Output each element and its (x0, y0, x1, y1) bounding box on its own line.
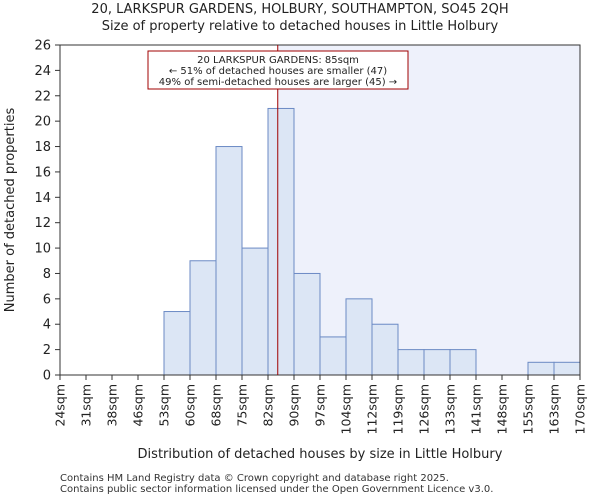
x-tick-label: 112sqm (365, 384, 380, 434)
y-tick-label: 2 (43, 343, 51, 358)
x-tick-label: 53sqm (157, 384, 172, 427)
bar-82sqm (267, 107, 295, 376)
x-tick-label: 97sqm (313, 384, 328, 427)
y-tick-label: 0 (43, 369, 51, 384)
y-tick-label: 16 (34, 165, 51, 180)
bar-53sqm (163, 311, 191, 376)
bar-133sqm (449, 349, 477, 376)
x-tick-label: 68sqm (209, 384, 224, 427)
x-tick-label: 82sqm (261, 384, 276, 427)
bar-75sqm (241, 247, 269, 376)
bar-97sqm (319, 336, 347, 376)
y-tick-label: 10 (34, 242, 51, 257)
bar-163sqm (553, 361, 581, 376)
bar-126sqm (423, 349, 451, 376)
bar-119sqm (397, 349, 425, 376)
highlight-region (277, 45, 580, 375)
y-tick-label: 20 (34, 115, 51, 130)
annotation-line-3: 49% of semi-detached houses are larger (… (159, 77, 397, 88)
bar-104sqm (345, 298, 373, 376)
y-tick-label: 14 (34, 191, 51, 206)
x-tick-label: 126sqm (417, 384, 432, 434)
bar-155sqm (527, 361, 555, 376)
x-tick-label: 60sqm (183, 384, 198, 427)
annotation-box (147, 50, 409, 90)
x-tick-label: 90sqm (287, 384, 302, 427)
footer-copyright: Contains HM Land Registry data © Crown c… (60, 473, 449, 484)
y-tick-label: 22 (34, 89, 51, 104)
x-tick-label: 170sqm (573, 384, 588, 434)
bar-90sqm (293, 272, 321, 376)
x-tick-label: 38sqm (105, 384, 120, 427)
chart-subtitle: Size of property relative to detached ho… (101, 19, 499, 34)
x-tick-label: 75sqm (235, 384, 250, 427)
bar-112sqm (371, 323, 399, 376)
y-tick-label: 6 (43, 292, 51, 307)
x-tick-label: 24sqm (53, 384, 68, 427)
x-tick-label: 163sqm (547, 384, 562, 434)
x-tick-label: 155sqm (521, 384, 536, 434)
bar-60sqm (189, 260, 217, 376)
x-tick-label: 148sqm (495, 384, 510, 434)
y-tick-label: 12 (34, 216, 51, 231)
annotation-line-2: ← 51% of detached houses are smaller (47… (169, 66, 387, 77)
y-tick-label: 8 (43, 267, 51, 282)
y-tick-label: 4 (43, 318, 51, 333)
x-tick-label: 119sqm (391, 384, 406, 434)
x-tick-label: 141sqm (469, 384, 484, 434)
y-axis-label: Number of detached properties (3, 108, 18, 313)
bar-68sqm (215, 146, 243, 376)
x-tick-label: 31sqm (79, 384, 94, 427)
x-tick-label: 133sqm (443, 384, 458, 434)
x-axis-label: Distribution of detached houses by size … (138, 447, 503, 462)
x-tick-label: 104sqm (339, 384, 354, 434)
footer-licence: Contains public sector information licen… (60, 484, 494, 495)
annotation-line-1: 20 LARKSPUR GARDENS: 85sqm (197, 55, 359, 66)
y-tick-label: 26 (34, 39, 51, 54)
y-tick-label: 18 (34, 140, 51, 155)
y-tick-label: 24 (34, 64, 51, 79)
x-tick-label: 46sqm (131, 384, 146, 427)
chart-title: 20, LARKSPUR GARDENS, HOLBURY, SOUTHAMPT… (91, 2, 509, 17)
